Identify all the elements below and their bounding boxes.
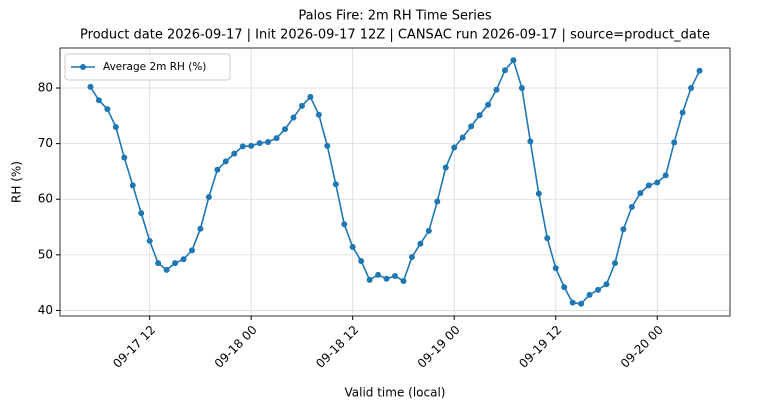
y-tick-label: 40 xyxy=(38,303,53,317)
data-point xyxy=(442,164,449,171)
data-point xyxy=(485,101,492,108)
data-point xyxy=(527,138,534,145)
data-point xyxy=(434,198,441,205)
legend-box xyxy=(64,53,231,81)
data-point xyxy=(146,237,153,244)
chart-subtitle: Product date 2026-09-17 | Init 2026-09-1… xyxy=(80,28,710,43)
x-tick-label: 09-18 00 xyxy=(212,323,260,371)
data-point xyxy=(662,172,669,179)
x-tick-label: 09-19 00 xyxy=(415,323,463,371)
legend-marker xyxy=(80,64,86,70)
data-point xyxy=(535,190,542,197)
data-point xyxy=(425,227,432,234)
x-tick-label: 09-17 12 xyxy=(110,323,158,371)
data-point xyxy=(578,300,585,307)
data-point xyxy=(501,67,508,74)
data-point xyxy=(214,166,221,173)
data-point xyxy=(129,182,136,189)
legend-text: Average 2m RH (%) xyxy=(103,61,206,73)
y-tick-label: 50 xyxy=(38,247,53,261)
data-point xyxy=(637,190,644,197)
data-point xyxy=(121,154,128,161)
data-point xyxy=(349,244,356,251)
data-point xyxy=(341,221,348,228)
data-point xyxy=(569,299,576,306)
data-point xyxy=(358,257,365,264)
data-point xyxy=(544,235,551,242)
data-point xyxy=(87,83,94,90)
data-point xyxy=(493,86,500,93)
data-point xyxy=(408,254,415,261)
data-point xyxy=(104,106,111,113)
y-axis-label: RH (%) xyxy=(10,161,24,203)
data-point xyxy=(417,240,424,247)
data-point xyxy=(552,265,559,272)
data-point xyxy=(679,109,686,116)
data-point xyxy=(510,57,517,64)
data-point xyxy=(392,272,398,279)
data-point xyxy=(468,123,475,130)
data-point xyxy=(112,123,119,130)
data-point xyxy=(611,260,618,267)
data-point xyxy=(383,275,390,282)
plot-frame xyxy=(59,47,731,317)
data-point xyxy=(205,194,212,201)
data-point xyxy=(688,85,695,92)
data-point xyxy=(603,281,610,288)
data-point xyxy=(375,271,382,278)
data-point xyxy=(290,114,297,121)
data-point xyxy=(197,225,204,232)
data-point xyxy=(476,112,483,119)
data-point xyxy=(671,139,678,146)
y-tick-label: 60 xyxy=(38,192,53,206)
y-tick-label: 70 xyxy=(38,136,53,150)
legend: Average 2m RH (%) xyxy=(64,53,231,81)
series-line xyxy=(89,58,701,305)
data-point xyxy=(628,204,635,211)
data-point xyxy=(172,260,179,267)
data-point xyxy=(451,144,458,151)
data-point xyxy=(307,93,314,100)
data-point xyxy=(400,277,407,284)
data-point xyxy=(138,210,145,217)
data-point xyxy=(248,142,255,149)
data-point xyxy=(231,150,238,157)
data-point xyxy=(298,102,305,109)
data-point xyxy=(239,143,246,150)
x-axis-label: Valid time (local) xyxy=(345,386,446,400)
x-tick-label: 09-18 12 xyxy=(313,323,361,371)
x-tick-label: 09-20 00 xyxy=(618,323,666,371)
data-point xyxy=(155,260,162,267)
data-point xyxy=(256,140,263,147)
chart-title: Palos Fire: 2m RH Time Series xyxy=(298,9,492,24)
data-point xyxy=(561,284,568,291)
data-point xyxy=(366,276,373,283)
data-point xyxy=(645,182,652,189)
data-point xyxy=(180,256,187,263)
data-point xyxy=(518,85,525,92)
data-point xyxy=(282,126,289,133)
data-point xyxy=(595,286,602,293)
data-point xyxy=(273,135,280,142)
data-point xyxy=(95,97,102,104)
data-point xyxy=(265,138,272,145)
data-point xyxy=(696,67,703,74)
data-point xyxy=(654,179,661,186)
data-point xyxy=(163,266,170,273)
data-point xyxy=(315,111,322,118)
data-point xyxy=(459,134,466,141)
x-tick-label: 09-19 12 xyxy=(516,323,564,371)
data-point xyxy=(586,291,593,298)
y-tick-label: 80 xyxy=(38,81,53,95)
data-point xyxy=(332,181,339,188)
data-point xyxy=(222,158,229,165)
data-point xyxy=(620,226,627,233)
data-point xyxy=(188,247,195,254)
data-point xyxy=(324,142,331,149)
